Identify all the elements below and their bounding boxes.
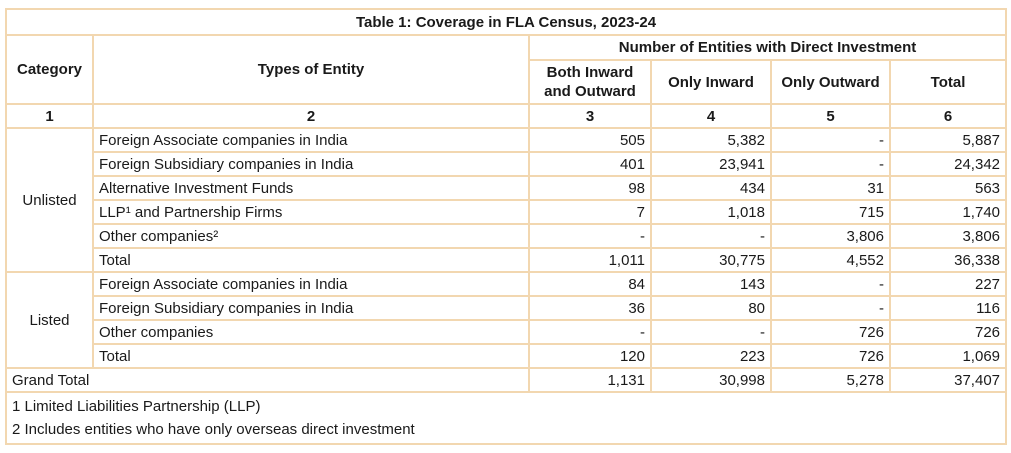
value-cell: - — [770, 271, 891, 297]
value-cell: 1,069 — [888, 343, 1008, 369]
value-cell: 24,342 — [888, 151, 1008, 177]
entity-type-cell: Foreign Associate companies in India — [92, 127, 530, 153]
table-row: Both Inward and Outward Only Inward Only… — [6, 59, 1008, 105]
value-cell: 1,740 — [888, 199, 1008, 225]
footnotes-cell: 1 Limited Liabilities Partnership (LLP) … — [4, 391, 1008, 445]
value-cell: 31 — [770, 175, 891, 201]
value-cell: 1,131 — [528, 367, 652, 393]
value-cell: 23,941 — [650, 151, 772, 177]
value-cell: 37,407 — [888, 367, 1008, 393]
value-cell: - — [528, 319, 652, 345]
entity-type-cell: Other companies — [92, 319, 530, 345]
value-cell: 4,552 — [770, 247, 891, 273]
col-number: 3 — [528, 103, 652, 129]
section-total-label: Total — [92, 343, 530, 369]
value-cell: 5,887 — [888, 127, 1008, 153]
table-row: Total 1,011 30,775 4,552 36,338 — [6, 247, 1008, 273]
value-cell: 1,018 — [650, 199, 772, 225]
table-row: Unlisted Foreign Associate companies in … — [5, 127, 1008, 273]
value-cell: 5,382 — [650, 127, 772, 153]
value-cell: 84 — [528, 271, 652, 297]
table-title: Table 1: Coverage in FLA Census, 2023-24 — [4, 8, 1008, 36]
value-cell: 3,806 — [888, 223, 1008, 249]
entity-type-cell: Foreign Subsidiary companies in India — [92, 151, 530, 177]
table-row: Listed Foreign Associate companies in In… — [5, 271, 1008, 369]
table-row: Table 1: Coverage in FLA Census, 2023-24 — [4, 8, 1008, 36]
types-of-entity-header: Types of Entity — [92, 34, 530, 105]
col-number: 1 — [5, 103, 94, 129]
col-number: 2 — [92, 103, 530, 129]
value-cell: 116 — [888, 295, 1008, 321]
table-row: 1 2 3 4 5 6 — [5, 103, 1008, 129]
entity-type-cell: Other companies² — [92, 223, 530, 249]
value-cell: 36,338 — [888, 247, 1008, 273]
value-cell: - — [650, 319, 772, 345]
entity-type-cell: LLP¹ and Partnership Firms — [92, 199, 530, 225]
table-row: Other companies - - 726 726 — [6, 319, 1008, 345]
col-header-total: Total — [888, 59, 1008, 105]
value-cell: 434 — [650, 175, 772, 201]
category-header: Category — [5, 34, 94, 105]
value-cell: - — [770, 151, 891, 177]
section-total-label: Total — [92, 247, 530, 273]
col-number: 5 — [770, 103, 891, 129]
value-cell: - — [770, 295, 891, 321]
value-cell: - — [528, 223, 652, 249]
table-row: Grand Total 1,131 30,998 5,278 37,407 — [5, 367, 1008, 393]
col-number: 4 — [650, 103, 772, 129]
col-header-only-inward: Only Inward — [650, 59, 772, 105]
entity-type-cell: Foreign Subsidiary companies in India — [92, 295, 530, 321]
value-cell: 227 — [888, 271, 1008, 297]
table-row: Foreign Subsidiary companies in India 36… — [6, 295, 1008, 321]
value-cell: 223 — [650, 343, 772, 369]
value-cell: 5,278 — [770, 367, 891, 393]
table-row: Alternative Investment Funds 98 434 31 5… — [6, 175, 1008, 201]
table-row: Other companies² - - 3,806 3,806 — [6, 223, 1008, 249]
table-row: Category Types of Entity Number of Entit… — [5, 34, 1008, 105]
value-cell: 30,775 — [650, 247, 772, 273]
entity-type-cell: Foreign Associate companies in India — [92, 271, 530, 297]
table-row: Total 120 223 726 1,069 — [6, 343, 1008, 369]
value-cell: 143 — [650, 271, 772, 297]
value-cell: 726 — [888, 319, 1008, 345]
value-cell: 30,998 — [650, 367, 772, 393]
value-cell: - — [650, 223, 772, 249]
table-row: LLP¹ and Partnership Firms 7 1,018 715 1… — [6, 199, 1008, 225]
category-cell-unlisted: Unlisted — [5, 127, 94, 273]
value-cell: 7 — [528, 199, 652, 225]
table-row: 1 Limited Liabilities Partnership (LLP) … — [4, 391, 1008, 445]
value-cell: 80 — [650, 295, 772, 321]
value-cell: 98 — [528, 175, 652, 201]
value-cell: 1,011 — [528, 247, 652, 273]
col-header-only-outward: Only Outward — [770, 59, 891, 105]
value-cell: 3,806 — [770, 223, 891, 249]
category-cell-listed: Listed — [5, 271, 94, 369]
value-cell: 401 — [528, 151, 652, 177]
group-header: Number of Entities with Direct Investmen… — [527, 34, 1008, 61]
entity-type-cell: Alternative Investment Funds — [92, 175, 530, 201]
value-cell: 726 — [770, 343, 891, 369]
col-number: 6 — [888, 103, 1008, 129]
col-header-both-inward-outward: Both Inward and Outward — [528, 59, 652, 105]
footnote-line: 2 Includes entities who have only overse… — [12, 421, 415, 438]
value-cell: 726 — [770, 319, 891, 345]
fla-census-coverage-table: Table 1: Coverage in FLA Census, 2023-24… — [4, 8, 1008, 445]
table-row: Foreign Subsidiary companies in India 40… — [6, 151, 1008, 177]
value-cell: 505 — [528, 127, 652, 153]
value-cell: 563 — [888, 175, 1008, 201]
grand-total-label: Grand Total — [5, 367, 530, 393]
footnote-line: 1 Limited Liabilities Partnership (LLP) — [12, 398, 261, 415]
value-cell: 120 — [528, 343, 652, 369]
value-cell: - — [770, 127, 891, 153]
value-cell: 715 — [770, 199, 891, 225]
value-cell: 36 — [528, 295, 652, 321]
